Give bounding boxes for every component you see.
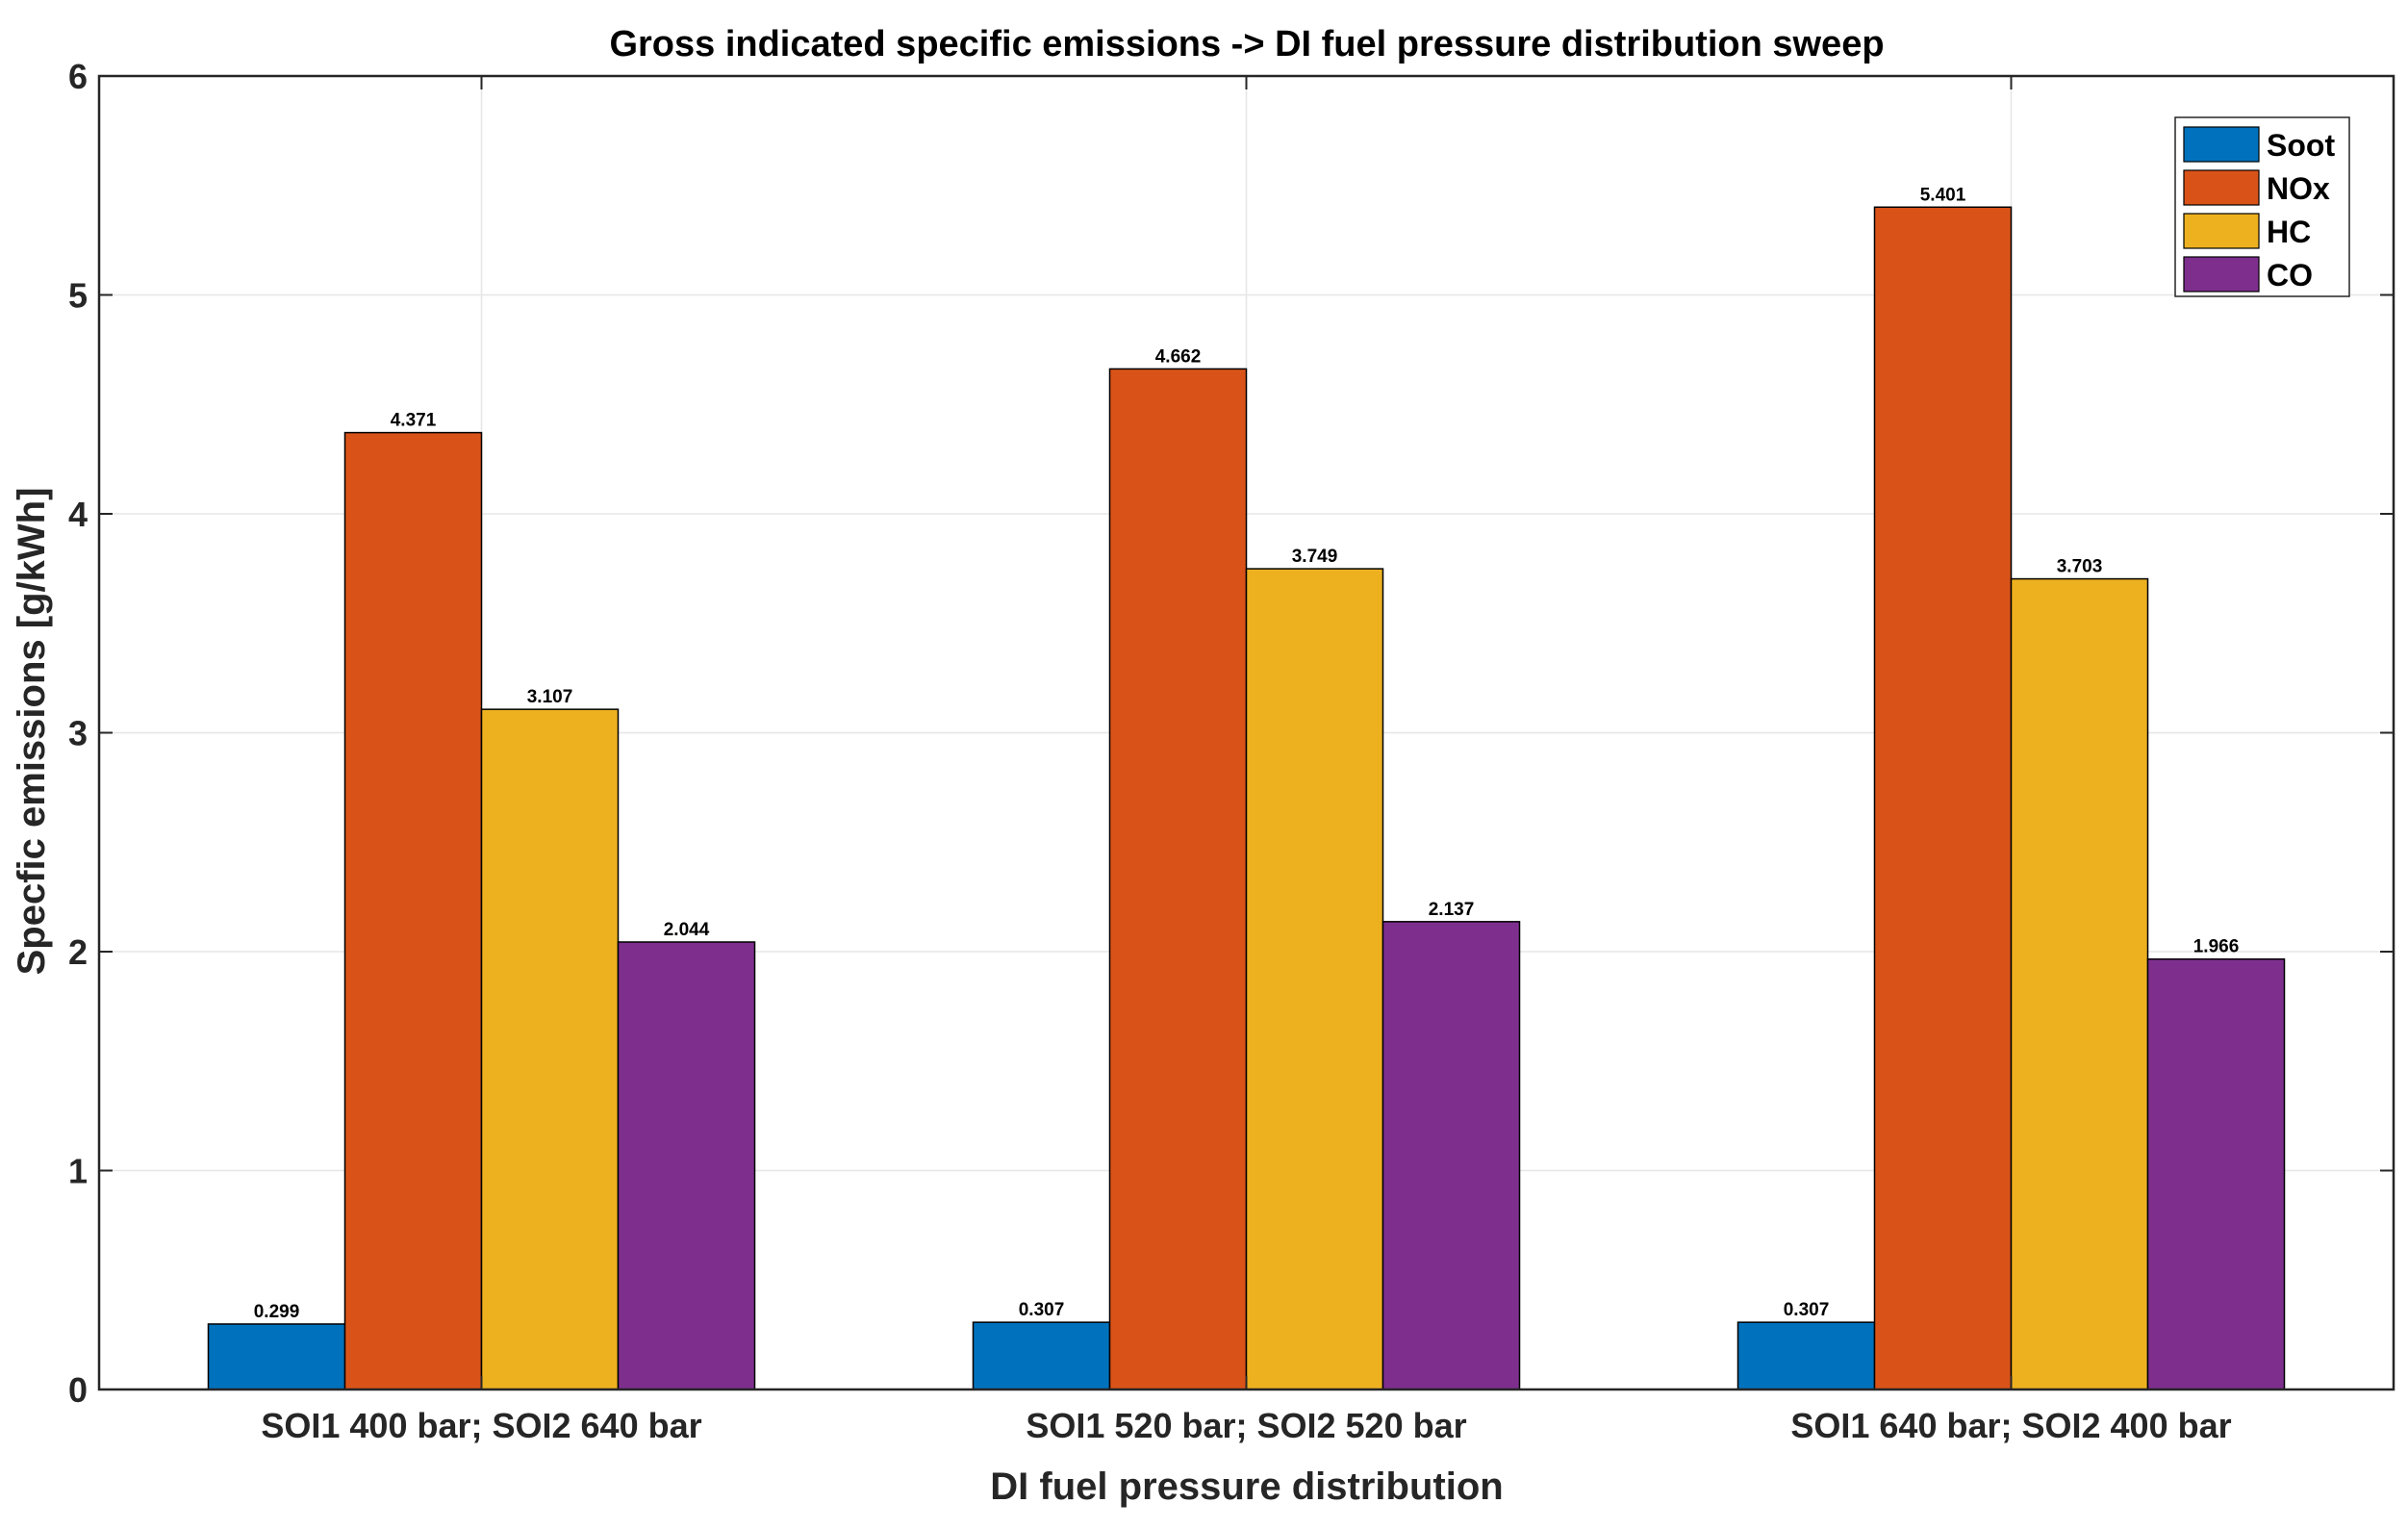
bar-co-3	[2146, 957, 2286, 1390]
bar-nox-3	[1873, 206, 2013, 1390]
data-labels: 0.299 0.307 0.307 4.371 4.662 5.401 3.107 3.749…	[254, 185, 2240, 1322]
data-label-nox-2: 4.662	[1155, 346, 1202, 367]
legend-label-co: CO	[2267, 258, 2313, 293]
x-axis-label: DI fuel pressure distribution	[990, 1465, 1503, 1508]
data-label-co-3: 1.966	[2193, 937, 2240, 957]
bar-soot-2	[972, 1321, 1111, 1390]
data-label-soot-1: 0.299	[254, 1302, 300, 1322]
legend: Soot NOx HC CO	[2174, 116, 2350, 297]
bars	[207, 206, 2286, 1390]
data-label-nox-1: 4.371	[391, 411, 437, 431]
bar-nox-1	[343, 431, 483, 1390]
y-axis-ticks: 0 1 2 3 4 5 6	[68, 57, 2394, 1410]
y-tick-label: 6	[68, 57, 88, 96]
y-axis-label: Specfic emissions [g/kWh]	[11, 488, 53, 976]
y-tick-label: 5	[68, 276, 88, 316]
data-label-nox-3: 5.401	[1920, 185, 1966, 205]
legend-swatch-nox	[2183, 169, 2260, 206]
bar-co-1	[617, 941, 756, 1390]
y-tick-label: 0	[68, 1370, 88, 1410]
legend-label-hc: HC	[2267, 215, 2311, 249]
data-label-soot-2: 0.307	[1019, 1300, 1065, 1320]
chart-title: Gross indicated specific emissions -> DI…	[609, 24, 1884, 64]
bar-co-2	[1381, 921, 1521, 1390]
y-tick-label: 2	[68, 932, 88, 972]
data-label-co-1: 2.044	[664, 920, 710, 940]
x-tick-label: SOI1 400 bar; SOI2 640 bar	[261, 1406, 701, 1445]
bar-soot-3	[1736, 1321, 1876, 1390]
data-label-co-2: 2.137	[1429, 900, 1475, 920]
data-label-hc-3: 3.703	[2057, 557, 2103, 577]
data-label-hc-2: 3.749	[1292, 547, 1338, 567]
legend-label-soot: Soot	[2267, 128, 2335, 163]
x-tick-label: SOI1 520 bar; SOI2 520 bar	[1026, 1406, 1466, 1445]
y-tick-label: 4	[68, 495, 88, 534]
bar-hc-3	[2010, 577, 2149, 1390]
data-label-hc-1: 3.107	[527, 687, 573, 707]
y-tick-label: 3	[68, 714, 88, 753]
x-axis-ticks: SOI1 400 bar; SOI2 640 bar SOI1 520 bar; …	[261, 76, 2232, 1445]
x-tick-label: SOI1 640 bar; SOI2 400 bar	[1790, 1406, 2231, 1445]
legend-swatch-soot	[2183, 126, 2260, 163]
bar-hc-1	[480, 708, 620, 1390]
bar-soot-1	[207, 1323, 346, 1390]
y-tick-label: 1	[68, 1152, 88, 1191]
legend-swatch-hc	[2183, 213, 2260, 249]
bar-nox-2	[1108, 368, 1248, 1390]
legend-swatch-co	[2183, 256, 2260, 293]
bar-hc-2	[1245, 568, 1384, 1390]
legend-label-nox: NOx	[2267, 171, 2330, 206]
data-label-soot-3: 0.307	[1784, 1300, 1830, 1320]
